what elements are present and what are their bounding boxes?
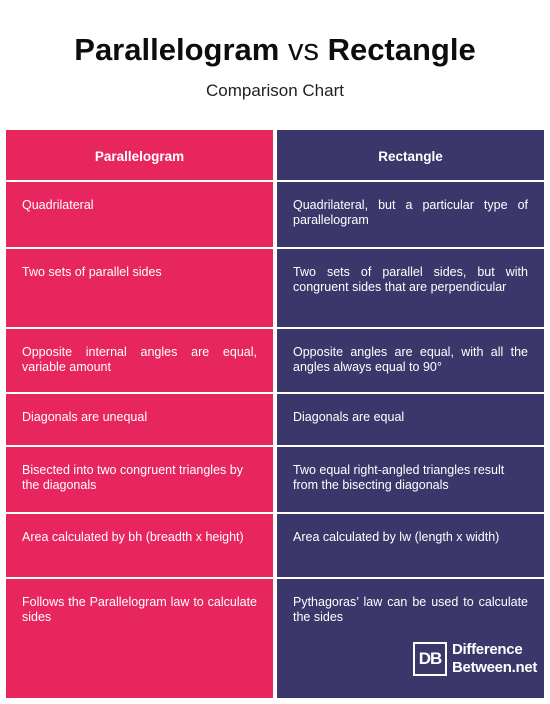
- row-divider: [6, 445, 273, 447]
- column-header-rectangle: Rectangle: [378, 149, 443, 164]
- db-logo-icon: DB: [413, 642, 447, 676]
- row-divider: [6, 327, 273, 329]
- rectangle-cell-7: Pythagoras’ law can be used to calculate…: [293, 595, 528, 624]
- column-header-parallelogram: Parallelogram: [94, 149, 185, 164]
- page-title: Parallelogram vs Rectangle: [0, 28, 550, 72]
- page-subtitle: Comparison Chart: [206, 81, 344, 100]
- rectangle-cell-1: Quadrilateral, but a particular type of …: [293, 198, 528, 227]
- rectangle-cell-3: Opposite angles are equal, with all the …: [293, 345, 528, 374]
- title-vs: vs: [287, 32, 319, 67]
- row-divider: [6, 247, 273, 249]
- row-divider: [277, 392, 544, 394]
- row-divider: [277, 247, 544, 249]
- row-divider: [6, 180, 273, 182]
- differencebetween-logo: DB Difference Between.net: [413, 640, 537, 680]
- parallelogram-cell-7: Follows the Parallelogram law to calcula…: [22, 595, 257, 624]
- parallelogram-cell-1: Quadrilateral: [22, 198, 94, 212]
- parallelogram-cell-2: Two sets of parallel sides: [22, 265, 162, 279]
- parallelogram-cell-5: Bisected into two congruent triangles by…: [22, 463, 243, 492]
- title-parallelogram: Parallelogram: [74, 32, 280, 67]
- rectangle-column: Rectangle Quadrilateral, but a particula…: [277, 130, 544, 698]
- rectangle-cell-6: Area calculated by lw (length x width): [293, 530, 500, 544]
- title-rectangle: Rectangle: [327, 32, 476, 67]
- row-divider: [277, 445, 544, 447]
- rectangle-cell-2: Two sets of parallel sides, but with con…: [293, 265, 528, 294]
- parallelogram-cell-6: Area calculated by bh (breadth x height): [22, 530, 244, 544]
- row-divider: [277, 180, 544, 182]
- row-divider: [277, 327, 544, 329]
- comparison-table: Parallelogram Quadrilateral Two sets of …: [6, 130, 544, 698]
- parallelogram-column: Parallelogram Quadrilateral Two sets of …: [6, 130, 273, 698]
- row-divider: [6, 392, 273, 394]
- row-divider: [6, 577, 273, 579]
- parallelogram-cell-3: Opposite internal angles are equal, vari…: [22, 345, 257, 374]
- logo-text-line2: Between.net: [452, 659, 538, 676]
- logo-text-line1: Difference: [452, 641, 523, 658]
- rectangle-cell-5: Two equal right-angled triangles result …: [293, 463, 505, 492]
- row-divider: [277, 577, 544, 579]
- rectangle-cell-4: Diagonals are equal: [293, 410, 405, 424]
- row-divider: [6, 512, 273, 514]
- parallelogram-cell-4: Diagonals are unequal: [22, 410, 148, 424]
- row-divider: [277, 512, 544, 514]
